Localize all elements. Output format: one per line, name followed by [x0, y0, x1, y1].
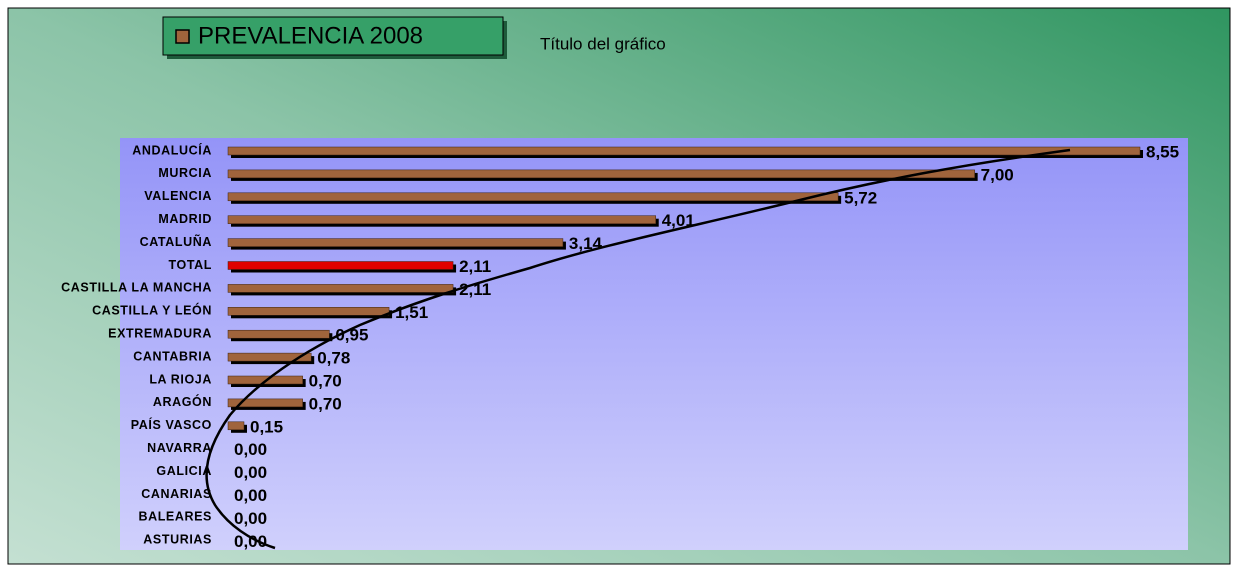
value-label: 0,00: [234, 532, 267, 551]
trend-line: [205, 148, 1071, 550]
chart-title: Título del gráfico: [540, 34, 666, 53]
value-label: 0,15: [250, 417, 283, 436]
legend-label: PREVALENCIA 2008: [198, 22, 423, 49]
value-label: 4,01: [662, 211, 695, 230]
value-label: 2,11: [459, 257, 491, 276]
y-tick-label: MURCIA: [158, 166, 212, 180]
y-tick-label: ASTURIAS: [143, 533, 212, 547]
y-tick-label: NAVARRA: [147, 441, 212, 455]
bar: [227, 352, 312, 362]
plot-area: [120, 138, 1188, 550]
y-tick-label: PAÍS VASCO: [131, 417, 212, 432]
value-label: 7,00: [981, 165, 1014, 184]
bar: [227, 307, 390, 316]
y-tick-label: LA RIOJA: [149, 372, 212, 386]
y-tick-label: BALEARES: [138, 510, 212, 524]
value-label: 2,11: [459, 280, 491, 299]
bar: [227, 261, 454, 270]
y-tick-label: CANARIAS: [141, 487, 212, 501]
y-tick-label: GALICIA: [156, 464, 212, 478]
y-tick-label: CASTILLA LA MANCHA: [61, 281, 212, 295]
y-tick-label: CATALUÑA: [140, 234, 212, 249]
value-label: 0,00: [234, 440, 267, 459]
y-tick-label: EXTREMADURA: [108, 326, 212, 340]
y-tick-label: ANDALUCÍA: [132, 142, 212, 157]
bar: [227, 169, 975, 179]
value-label: 8,55: [1146, 142, 1179, 161]
value-label: 0,78: [317, 349, 350, 368]
y-tick-label: CASTILLA Y LEÓN: [92, 303, 212, 318]
bar: [227, 146, 1141, 156]
y-tick-label: CANTABRIA: [133, 349, 212, 363]
y-tick-label: VALENCIA: [144, 189, 212, 203]
value-label: 0,00: [234, 463, 267, 482]
bar: [227, 215, 656, 224]
y-tick-label: MADRID: [158, 212, 212, 226]
bar: [227, 398, 303, 408]
y-tick-label: ARAGÓN: [153, 394, 212, 409]
value-label: 0,00: [234, 486, 267, 505]
bar: [227, 192, 839, 202]
value-label: 0,70: [309, 394, 342, 413]
value-label: 0,95: [335, 326, 368, 345]
value-label: 3,14: [569, 234, 603, 253]
bar: [227, 329, 330, 339]
value-label: 0,70: [309, 371, 342, 390]
value-label: 5,72: [844, 188, 877, 207]
value-label: 0,00: [234, 509, 267, 528]
y-tick-label: TOTAL: [168, 258, 212, 272]
bar: [227, 238, 564, 247]
legend-marker: [175, 29, 190, 44]
bar: [227, 421, 245, 431]
bar: [227, 284, 454, 293]
legend: [162, 16, 504, 56]
